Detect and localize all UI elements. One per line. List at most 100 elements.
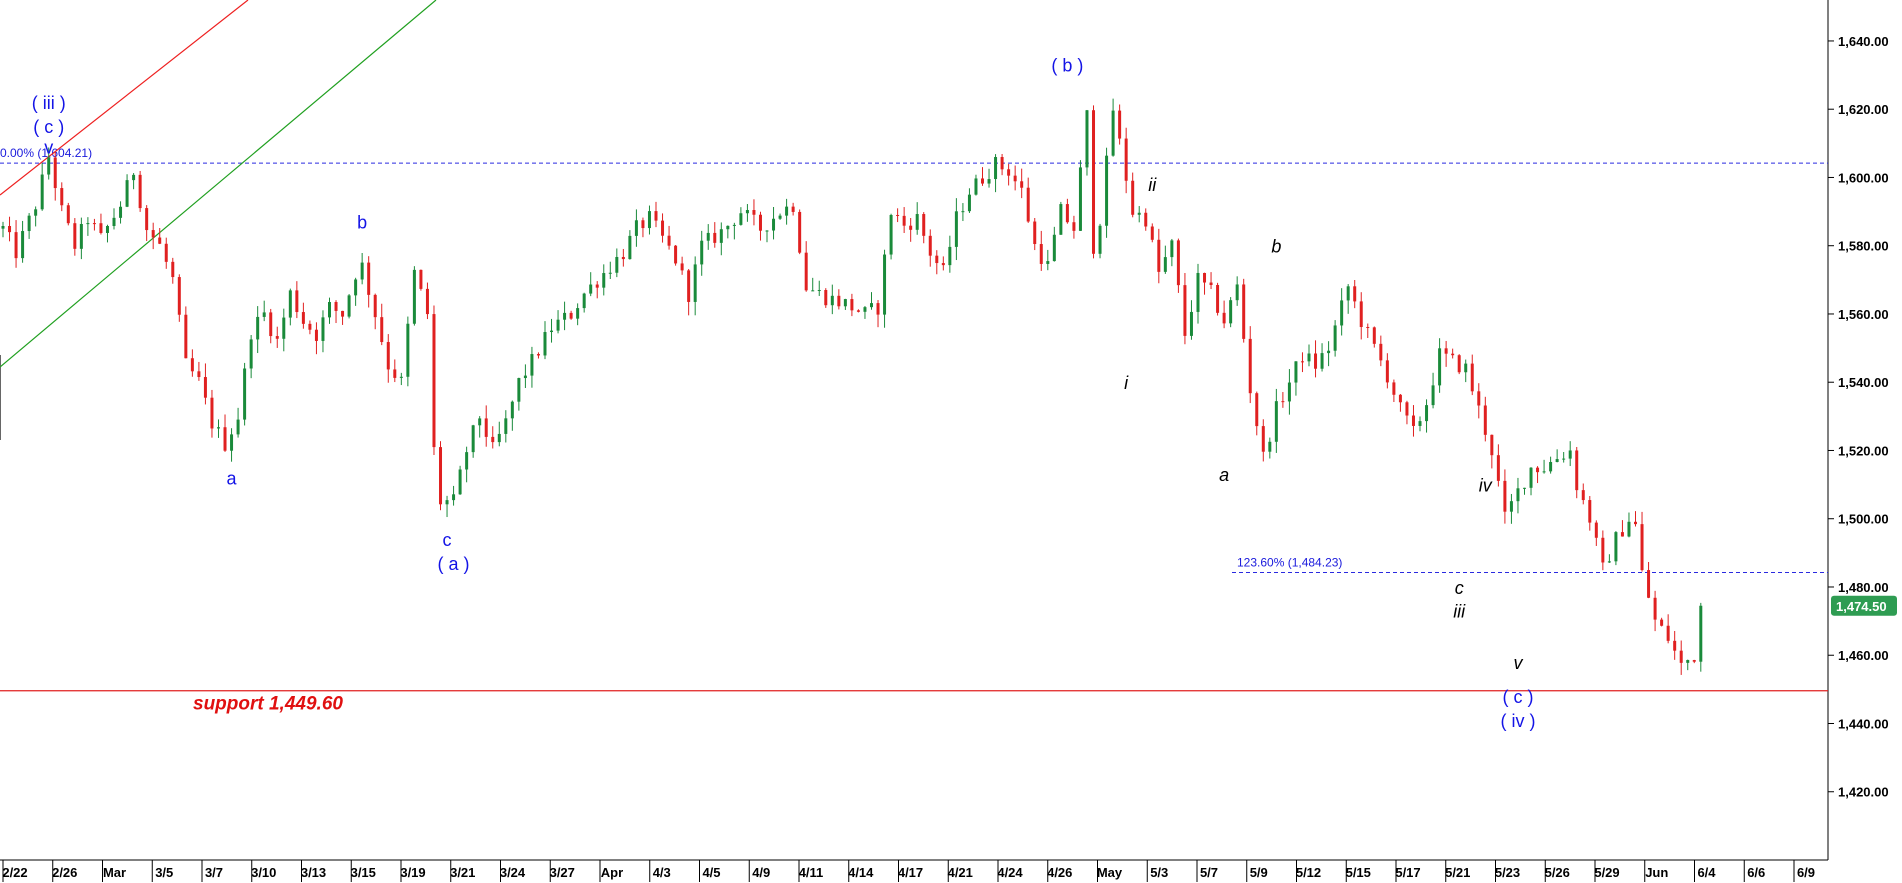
time-tick-label: 3/21 bbox=[450, 865, 475, 880]
wave-label: ( c ) bbox=[1502, 687, 1533, 707]
time-tick-label: 5/3 bbox=[1150, 865, 1168, 880]
candle-body bbox=[1620, 532, 1624, 537]
candle-body bbox=[1078, 167, 1082, 231]
time-tick-label: Apr bbox=[601, 865, 623, 880]
candle-body bbox=[34, 209, 38, 216]
candle-body bbox=[112, 217, 116, 226]
trend-channel bbox=[0, 0, 437, 368]
candle-body bbox=[484, 418, 488, 437]
candle-body bbox=[935, 255, 939, 264]
candle-body bbox=[1307, 353, 1311, 362]
candle-body bbox=[510, 401, 514, 419]
candle-body bbox=[543, 332, 547, 356]
candle-body bbox=[8, 226, 12, 233]
candle-body bbox=[1503, 480, 1507, 512]
candle-body bbox=[621, 256, 625, 260]
candle-body bbox=[824, 289, 828, 306]
candle-body bbox=[1176, 240, 1180, 286]
candle-body bbox=[791, 206, 795, 212]
candle-body bbox=[1144, 212, 1148, 227]
candle-body bbox=[497, 433, 501, 443]
candle-body bbox=[1137, 212, 1141, 215]
candle-body bbox=[151, 230, 155, 238]
candle-body bbox=[1496, 455, 1500, 481]
candle-body bbox=[1372, 327, 1376, 344]
candle-body bbox=[745, 210, 749, 214]
time-tick-label: 3/24 bbox=[500, 865, 526, 880]
candle-body bbox=[1157, 239, 1161, 272]
candle-body bbox=[269, 312, 273, 337]
candle-body bbox=[295, 290, 299, 313]
candle-body bbox=[732, 224, 736, 226]
candle-body bbox=[1255, 393, 1259, 427]
candle-body bbox=[1477, 391, 1481, 406]
candle-body bbox=[99, 223, 103, 233]
time-tick-label: 4/9 bbox=[752, 865, 770, 880]
candle-body bbox=[321, 317, 325, 341]
candle-body bbox=[256, 316, 260, 340]
candle-body bbox=[439, 447, 443, 505]
candle-body bbox=[399, 376, 403, 378]
candle-body bbox=[1594, 522, 1598, 538]
fibonacci-levels: 0.00% (1,604.21) 123.60% (1,484.23) bbox=[0, 146, 1828, 574]
channel-upper-line bbox=[0, 0, 249, 196]
candle-body bbox=[1111, 110, 1115, 156]
candle-body bbox=[406, 323, 410, 377]
candle-body bbox=[883, 254, 887, 315]
candle-body bbox=[1405, 402, 1409, 416]
candle-body bbox=[1359, 301, 1363, 328]
candle-body bbox=[1203, 272, 1207, 283]
candle-body bbox=[1327, 350, 1331, 354]
price-tick-label: 1,600.00 bbox=[1838, 170, 1889, 185]
time-tick-label: 3/19 bbox=[400, 865, 425, 880]
candle-body bbox=[60, 188, 64, 206]
wave-label: ( iii ) bbox=[32, 93, 66, 113]
time-tick-label: 6/6 bbox=[1747, 865, 1765, 880]
candle-body bbox=[282, 317, 286, 339]
candle-body bbox=[517, 378, 521, 402]
wave-label: ( b ) bbox=[1051, 56, 1083, 76]
price-tick-label: 1,560.00 bbox=[1838, 307, 1889, 322]
candle-body bbox=[1033, 221, 1037, 245]
candle-body bbox=[1065, 204, 1069, 223]
candle-body bbox=[1366, 327, 1370, 329]
candle-body bbox=[1353, 286, 1357, 302]
candle-body bbox=[1150, 226, 1154, 240]
price-tick-label: 1,440.00 bbox=[1838, 716, 1889, 731]
candle-body bbox=[1470, 363, 1474, 392]
last-price-badge-bg bbox=[1831, 595, 1897, 616]
candle-body bbox=[308, 323, 312, 330]
candle-body bbox=[915, 214, 919, 230]
candle-body bbox=[1464, 363, 1468, 373]
candle-body bbox=[1686, 660, 1690, 663]
candle-body bbox=[804, 252, 808, 291]
candle-body bbox=[1, 226, 5, 229]
candle-body bbox=[739, 213, 743, 225]
plot-background bbox=[0, 0, 1828, 860]
candle-body bbox=[1483, 405, 1487, 435]
candle-body bbox=[1444, 348, 1448, 354]
candle-body bbox=[419, 269, 423, 289]
candle-body bbox=[556, 319, 560, 331]
candle-body bbox=[1294, 361, 1298, 383]
candle-body bbox=[1274, 401, 1278, 442]
candle-body bbox=[373, 294, 377, 318]
candle-body bbox=[171, 261, 175, 278]
candle-body bbox=[1666, 625, 1670, 641]
time-tick-label: 4/24 bbox=[997, 865, 1023, 880]
time-tick-label: 3/10 bbox=[251, 865, 276, 880]
candle-body bbox=[465, 452, 469, 470]
candle-body bbox=[1673, 640, 1677, 651]
candle-body bbox=[210, 397, 214, 429]
candle-body bbox=[1451, 353, 1455, 356]
wave-label: c bbox=[1455, 578, 1464, 598]
candle-body bbox=[301, 312, 305, 324]
time-tick-label: 5/12 bbox=[1296, 865, 1321, 880]
candle-body bbox=[922, 214, 926, 236]
candle-body bbox=[1333, 325, 1337, 351]
candle-body bbox=[569, 312, 573, 319]
candle-body bbox=[412, 269, 416, 324]
candle-body bbox=[1085, 110, 1089, 168]
candle-body bbox=[856, 310, 860, 312]
candle-body bbox=[550, 330, 554, 333]
